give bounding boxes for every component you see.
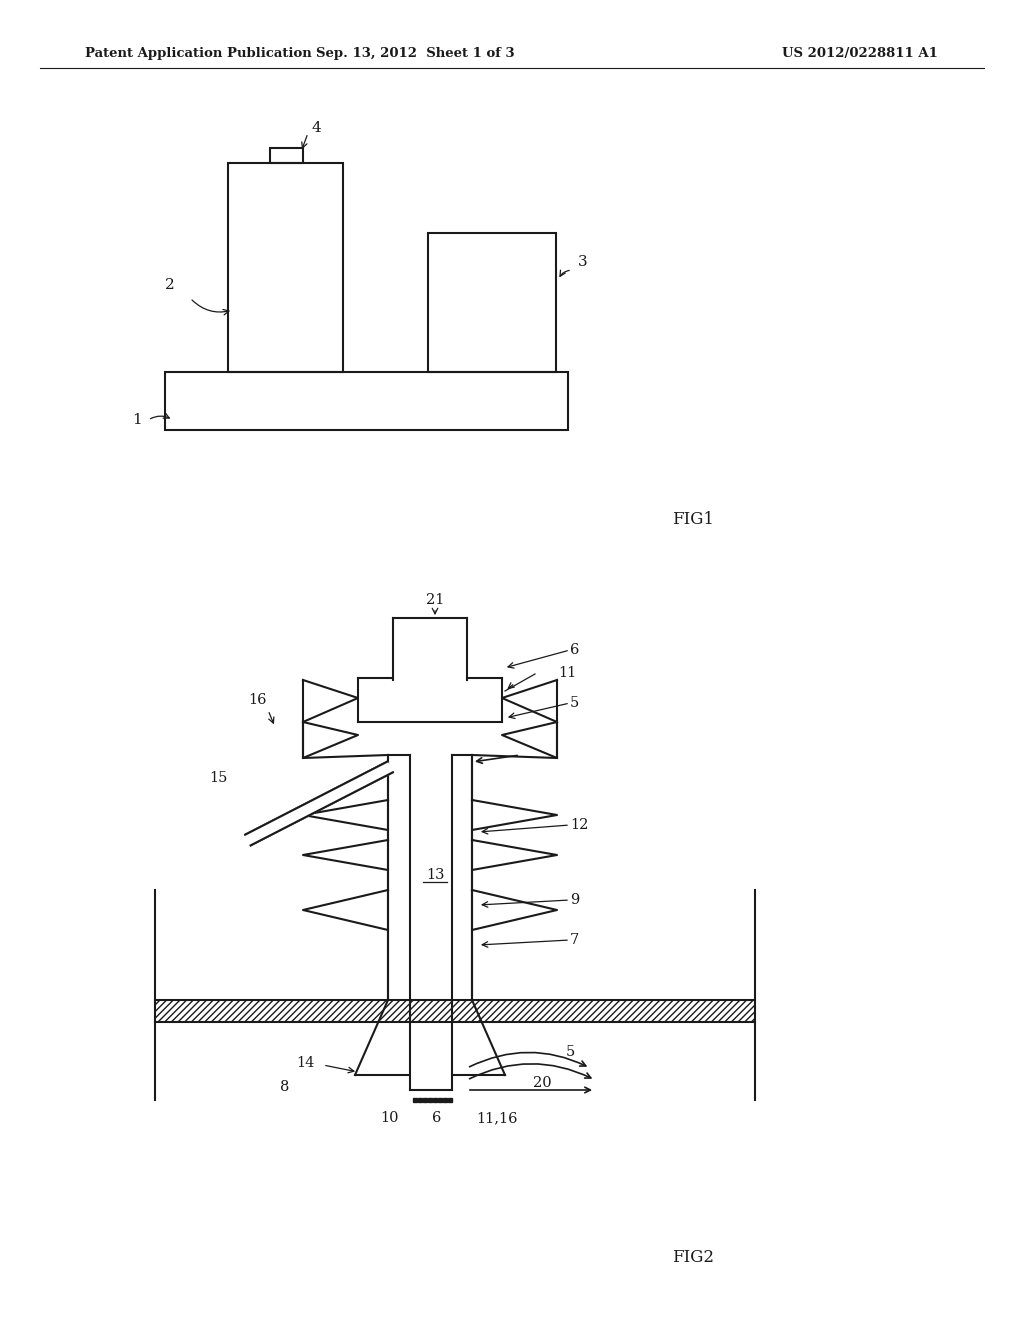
Text: US 2012/0228811 A1: US 2012/0228811 A1 (782, 46, 938, 59)
Bar (155, 1001, 755, 1022)
Text: FIG1: FIG1 (672, 511, 714, 528)
Bar (165, 372, 568, 430)
Bar (428, 234, 556, 372)
Text: 6: 6 (432, 1111, 441, 1125)
Text: 12: 12 (570, 818, 589, 832)
Text: 10: 10 (381, 1111, 399, 1125)
Text: 4: 4 (312, 121, 322, 135)
Text: 11: 11 (558, 667, 577, 680)
Text: 15: 15 (209, 771, 227, 785)
Bar (270, 148, 303, 162)
Text: 14: 14 (296, 1056, 314, 1071)
Text: 9: 9 (570, 894, 580, 907)
Text: 16: 16 (249, 693, 267, 708)
Text: 2: 2 (165, 279, 175, 292)
Text: 11,16: 11,16 (476, 1111, 518, 1125)
Text: Sep. 13, 2012  Sheet 1 of 3: Sep. 13, 2012 Sheet 1 of 3 (315, 46, 514, 59)
Text: FIG2: FIG2 (672, 1250, 714, 1266)
Text: 8: 8 (281, 1080, 290, 1094)
Polygon shape (246, 762, 393, 845)
Text: 5: 5 (565, 1045, 574, 1059)
Text: 7: 7 (570, 933, 580, 946)
Text: 5: 5 (570, 696, 580, 710)
Text: 13: 13 (426, 869, 444, 882)
Text: Patent Application Publication: Patent Application Publication (85, 46, 311, 59)
Bar (228, 162, 343, 372)
Text: 3: 3 (578, 255, 588, 269)
Text: 6: 6 (570, 643, 580, 657)
Text: 21: 21 (426, 593, 444, 607)
Text: 20: 20 (532, 1076, 551, 1090)
Text: 1: 1 (132, 413, 142, 426)
